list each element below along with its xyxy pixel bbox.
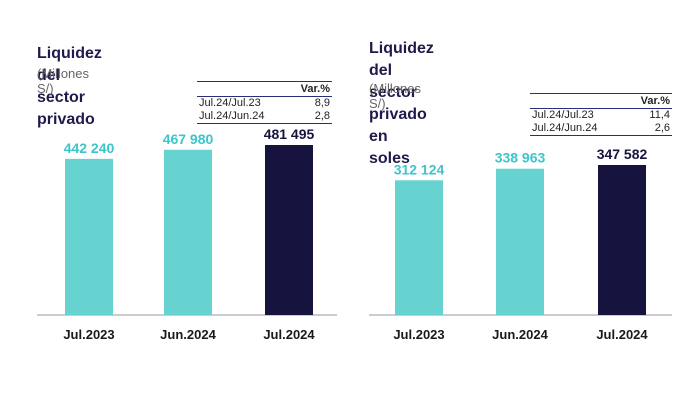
table-row: Jul.24/Jul.23 8,9 [197, 97, 332, 111]
x-tick-label: Jul.2024 [596, 327, 648, 342]
variation-period: Jul.24/Jul.23 [199, 97, 261, 109]
bar [395, 180, 443, 315]
chart-subtitle: (Millones S/) [37, 66, 90, 96]
variation-table: Var.% Jul.24/Jul.23 8,9 Jul.24/Jun.24 2,… [197, 81, 332, 124]
data-label: 312 124 [394, 161, 445, 177]
variation-period: Jul.24/Jul.23 [532, 109, 594, 121]
bar [598, 165, 646, 315]
x-tick-label: Jun.2024 [160, 327, 216, 342]
variation-table-header: Var.% [530, 93, 672, 109]
variation-value: 2,6 [634, 122, 672, 136]
bar [65, 158, 113, 315]
x-tick-label: Jul.2023 [63, 327, 114, 342]
data-label: 442 240 [64, 140, 115, 156]
variation-period: Jul.24/Jun.24 [530, 122, 635, 136]
chart-title: Liquidez del sector privado [37, 43, 102, 131]
variation-value: 8,9 [314, 97, 330, 109]
bar [265, 145, 313, 315]
bar [164, 149, 212, 315]
variation-table-header: Var.% [197, 81, 332, 97]
chart-title: Liquidez del sector privado en soles [369, 38, 434, 170]
data-label: 347 582 [597, 146, 648, 162]
variation-value: 2,8 [302, 110, 332, 124]
data-label: 338 963 [495, 150, 546, 166]
data-label: 481 495 [264, 126, 315, 142]
x-tick-label: Jul.2023 [393, 327, 444, 342]
chart-title-line-2: soles [369, 150, 410, 167]
data-label: 467 980 [163, 131, 214, 147]
x-tick-label: Jun.2024 [492, 327, 548, 342]
table-row: Jul.24/Jun.24 2,8 [197, 110, 332, 124]
chart-title-line-1: Liquidez del sector privado [37, 45, 102, 128]
table-row: Jul.24/Jun.24 2,6 [530, 122, 672, 136]
x-tick-label: Jul.2024 [263, 327, 315, 342]
variation-table: Var.% Jul.24/Jul.23 11,4 Jul.24/Jun.24 2… [530, 93, 672, 136]
chart-subtitle: (Millones S/) [369, 81, 422, 111]
table-row: Jul.24/Jul.23 11,4 [530, 109, 672, 123]
variation-period: Jul.24/Jun.24 [197, 110, 303, 124]
bar [496, 168, 544, 315]
chart-title-line-1: Liquidez del sector privado en [369, 40, 434, 145]
variation-value: 11,4 [649, 109, 670, 121]
